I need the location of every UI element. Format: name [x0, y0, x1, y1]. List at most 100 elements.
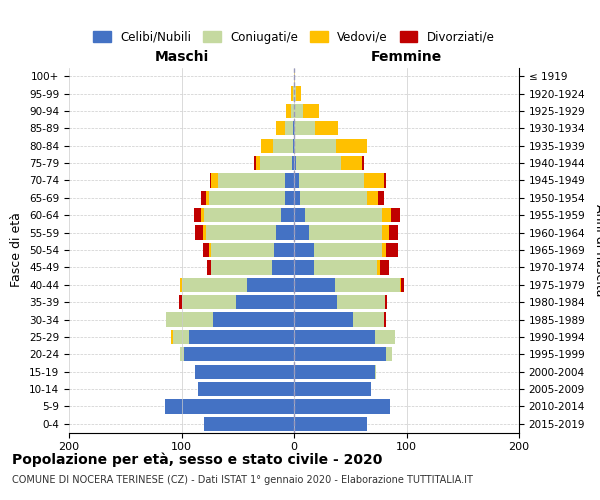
Bar	[353, 312, 384, 326]
Bar	[204, 416, 294, 431]
Bar	[337, 295, 385, 310]
Bar	[294, 330, 375, 344]
Bar	[200, 190, 206, 205]
Bar	[294, 104, 303, 118]
Bar	[296, 156, 341, 170]
Bar	[276, 121, 285, 136]
Bar	[276, 226, 294, 239]
Bar	[211, 243, 274, 257]
Bar	[260, 156, 292, 170]
Bar	[294, 69, 295, 84]
Bar	[361, 156, 364, 170]
Bar	[164, 400, 294, 413]
Bar	[190, 330, 294, 344]
Bar	[290, 86, 293, 101]
Bar	[314, 243, 382, 257]
Bar	[335, 278, 400, 292]
Bar	[285, 121, 293, 136]
Bar	[364, 174, 384, 188]
Bar	[195, 226, 203, 239]
Bar	[389, 226, 398, 239]
Bar	[206, 190, 209, 205]
Bar	[382, 243, 386, 257]
Bar	[293, 121, 294, 136]
Bar	[194, 208, 200, 222]
Bar	[274, 243, 294, 257]
Bar	[316, 121, 338, 136]
Bar	[385, 295, 388, 310]
Bar	[285, 190, 294, 205]
Bar	[294, 312, 353, 326]
Bar	[295, 121, 316, 136]
Bar	[195, 364, 294, 379]
Text: COMUNE DI NOCERA TERINESE (CZ) - Dati ISTAT 1° gennaio 2020 - Elaborazione TUTTI: COMUNE DI NOCERA TERINESE (CZ) - Dati IS…	[12, 475, 473, 485]
Bar	[299, 190, 367, 205]
Bar	[391, 208, 400, 222]
Bar	[294, 121, 295, 136]
Bar	[182, 295, 235, 310]
Bar	[375, 330, 395, 344]
Bar	[203, 226, 206, 239]
Bar	[254, 156, 256, 170]
Bar	[290, 104, 294, 118]
Bar	[184, 347, 294, 362]
Bar	[272, 138, 293, 153]
Y-axis label: Anni di nascita: Anni di nascita	[593, 204, 600, 296]
Bar	[386, 347, 392, 362]
Bar	[294, 260, 314, 274]
Bar	[204, 208, 281, 222]
Bar	[379, 190, 384, 205]
Bar	[375, 364, 376, 379]
Bar	[293, 86, 294, 101]
Bar	[386, 243, 398, 257]
Bar	[199, 382, 294, 396]
Bar	[401, 278, 404, 292]
Bar	[256, 156, 260, 170]
Bar	[380, 260, 389, 274]
Bar	[294, 295, 337, 310]
Bar	[293, 138, 294, 153]
Bar	[294, 156, 296, 170]
Bar	[384, 312, 386, 326]
Bar	[382, 226, 389, 239]
Bar	[281, 208, 294, 222]
Bar	[200, 208, 204, 222]
Bar	[209, 174, 211, 188]
Bar	[181, 278, 182, 292]
Bar	[294, 382, 371, 396]
Bar	[294, 243, 314, 257]
Bar	[296, 86, 301, 101]
Bar	[292, 156, 294, 170]
Text: Femmine: Femmine	[371, 50, 442, 64]
Bar	[179, 295, 182, 310]
Bar	[303, 104, 319, 118]
Bar	[294, 138, 295, 153]
Y-axis label: Fasce di età: Fasce di età	[10, 212, 23, 288]
Bar	[213, 312, 294, 326]
Bar	[294, 208, 305, 222]
Bar	[294, 364, 375, 379]
Bar	[271, 260, 294, 274]
Bar	[172, 330, 173, 344]
Bar	[305, 208, 382, 222]
Bar	[294, 86, 296, 101]
Bar	[208, 260, 211, 274]
Text: Maschi: Maschi	[154, 50, 209, 64]
Bar	[206, 226, 276, 239]
Bar	[400, 278, 401, 292]
Bar	[182, 278, 247, 292]
Bar	[218, 174, 285, 188]
Bar	[209, 190, 285, 205]
Bar	[335, 138, 367, 153]
Bar	[209, 243, 211, 257]
Bar	[286, 104, 290, 118]
Bar	[294, 347, 386, 362]
Bar	[384, 174, 386, 188]
Bar	[294, 400, 389, 413]
Bar	[377, 260, 380, 274]
Bar	[203, 243, 209, 257]
Bar	[173, 330, 190, 344]
Bar	[294, 278, 335, 292]
Bar	[295, 138, 335, 153]
Bar	[294, 416, 367, 431]
